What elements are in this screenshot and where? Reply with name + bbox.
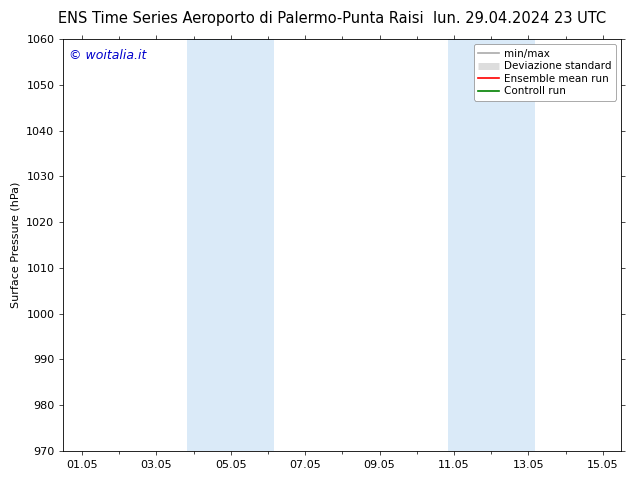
Bar [448,39,534,451]
Y-axis label: Surface Pressure (hPa): Surface Pressure (hPa) [11,182,21,308]
Text: lun. 29.04.2024 23 UTC: lun. 29.04.2024 23 UTC [433,11,607,26]
Bar [187,39,275,451]
Text: © woitalia.it: © woitalia.it [69,49,146,63]
Text: ENS Time Series Aeroporto di Palermo-Punta Raisi: ENS Time Series Aeroporto di Palermo-Pun… [58,11,424,26]
Legend: min/max, Deviazione standard, Ensemble mean run, Controll run: min/max, Deviazione standard, Ensemble m… [474,45,616,100]
